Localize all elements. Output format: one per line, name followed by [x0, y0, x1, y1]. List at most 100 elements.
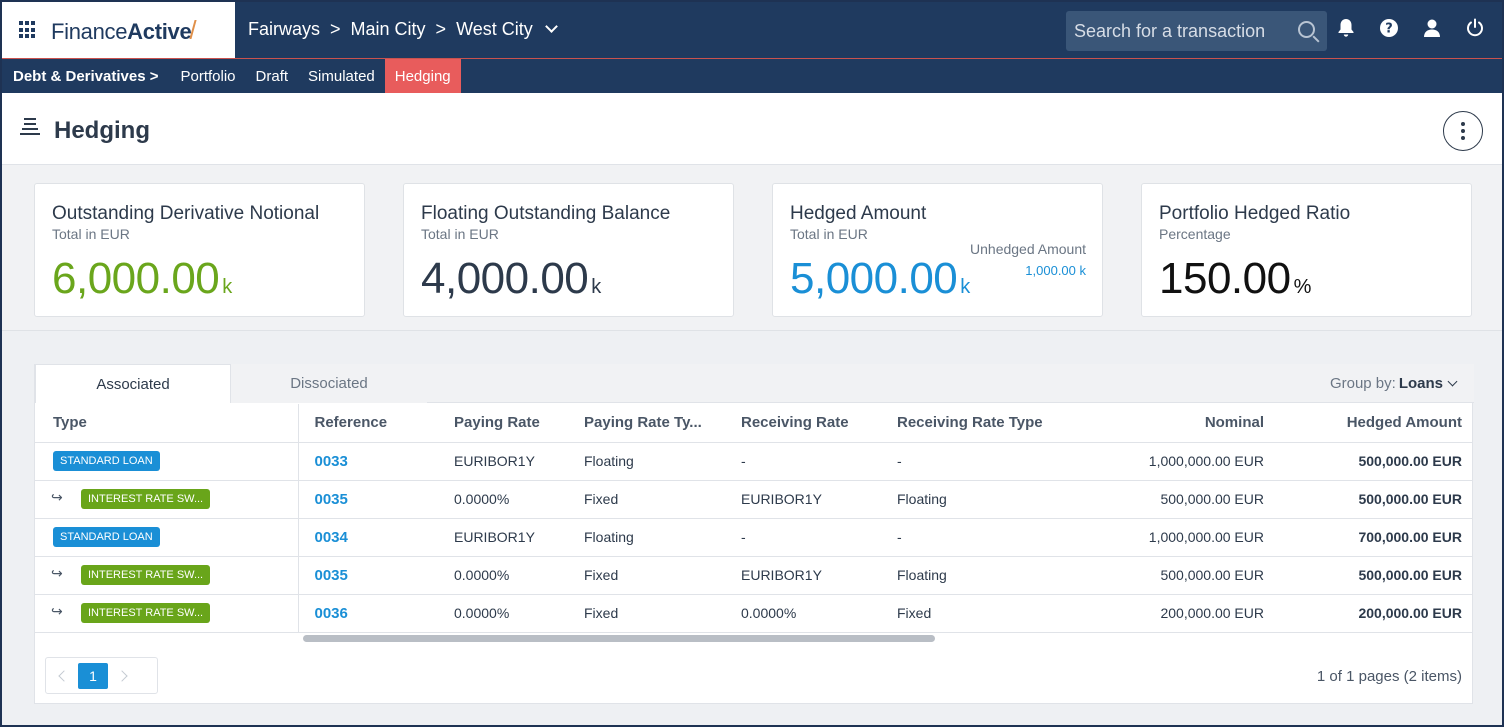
table-cell: -: [741, 518, 897, 557]
group-by-select[interactable]: Group by: Loans: [1330, 375, 1458, 392]
kpi-subtitle: Total in EUR: [421, 226, 499, 242]
kpi-subtitle: Total in EUR: [52, 226, 130, 242]
top-bar: FinanceActive/ Fairways > Main City > We…: [2, 2, 1502, 58]
table-cell: 0.0000%: [454, 594, 584, 633]
tab-simulated[interactable]: Simulated: [308, 68, 375, 85]
table-cell: 1,000,000.00 EUR: [1082, 442, 1274, 481]
breadcrumb-item-main-city[interactable]: Main City: [350, 19, 426, 39]
kpi-subtitle: Total in EUR: [790, 226, 868, 242]
table-cell: -: [897, 518, 1082, 557]
table-cell: Fixed: [584, 480, 741, 519]
reference-link[interactable]: 0033: [314, 452, 348, 470]
table-cell: Fixed: [584, 556, 741, 595]
column-header[interactable]: Paying Rate: [454, 404, 584, 443]
table-cell: 500,000.00 EUR: [1274, 480, 1472, 519]
table-cell: EURIBOR1Y: [741, 480, 897, 519]
child-arrow-icon: ↪: [51, 489, 63, 505]
chevron-down-icon[interactable]: [544, 20, 558, 33]
table-cell: -: [741, 442, 897, 481]
table-row[interactable]: ↪ INTEREST RATE SW... 0035 0.0000% Fixed …: [35, 480, 1472, 519]
kpi-value: 6,000.00 k: [52, 254, 232, 303]
kpi-title: Floating Outstanding Balance: [421, 203, 671, 224]
child-arrow-icon: ↪: [51, 565, 63, 581]
reference-link[interactable]: 0036: [314, 604, 348, 622]
table-cell: EURIBOR1Y: [454, 518, 584, 557]
table-cell: -: [897, 442, 1082, 481]
table-cell: 1,000,000.00 EUR: [1082, 518, 1274, 557]
pagination: 1: [45, 657, 158, 694]
type-badge: INTEREST RATE SW...: [81, 489, 211, 509]
table-cell: Fixed: [584, 594, 741, 633]
kpi-value: 150.00%: [1159, 254, 1311, 303]
column-header[interactable]: Reference: [298, 404, 454, 443]
kpi-title: Portfolio Hedged Ratio: [1159, 203, 1351, 224]
table-cell: EURIBOR1Y: [741, 556, 897, 595]
type-badge: INTEREST RATE SW...: [81, 603, 211, 623]
column-header[interactable]: Receiving Rate Type: [897, 404, 1082, 443]
breadcrumb-item-fairways[interactable]: Fairways: [248, 19, 321, 39]
kpi-card-floating-balance: Floating Outstanding Balance Total in EU…: [403, 183, 734, 317]
tab-associated[interactable]: Associated: [35, 364, 231, 403]
horizontal-scrollbar[interactable]: [303, 635, 935, 642]
table-cell: 500,000.00 EUR: [1082, 556, 1274, 595]
more-options-icon[interactable]: [1443, 111, 1483, 151]
kpi-card-hedged-amount: Hedged Amount Total in EUR Unhedged Amou…: [772, 183, 1103, 317]
kpi-title: Outstanding Derivative Notional: [52, 203, 320, 224]
table-cell: 500,000.00 EUR: [1274, 556, 1472, 595]
table-row[interactable]: ↪ INTEREST RATE SW... 0035 0.0000% Fixed …: [35, 556, 1472, 595]
kpi-value: 5,000.00 k: [790, 254, 970, 303]
previous-page-icon[interactable]: [58, 669, 70, 682]
tab-dissociated[interactable]: Dissociated: [231, 364, 427, 403]
reference-link[interactable]: 0035: [314, 490, 348, 508]
type-badge: STANDARD LOAN: [53, 527, 160, 547]
reference-link[interactable]: 0034: [314, 528, 348, 546]
help-icon[interactable]: ?: [1379, 16, 1399, 40]
table-cell: Floating: [584, 518, 741, 557]
module-root-link[interactable]: Debt & Derivatives >: [13, 68, 159, 85]
kpi-value: 4,000.00 k: [421, 254, 601, 303]
search-icon[interactable]: [1298, 21, 1315, 38]
kpi-card-hedged-ratio: Portfolio Hedged Ratio Percentage 150.00…: [1141, 183, 1472, 317]
table-cell: 700,000.00 EUR: [1274, 518, 1472, 557]
table-header-row: Type Reference Paying Rate Paying Rate T…: [35, 404, 1472, 443]
page-button-current[interactable]: 1: [78, 662, 108, 689]
hedging-table-panel: Associated Dissociated Group by: Loans Ty…: [34, 364, 1474, 704]
next-page-icon[interactable]: [116, 669, 128, 682]
hedging-table: Type Reference Paying Rate Paying Rate T…: [35, 404, 1472, 633]
bell-icon[interactable]: [1336, 16, 1356, 40]
table-cell: 0.0000%: [454, 480, 584, 519]
reference-link[interactable]: 0035: [314, 566, 348, 584]
breadcrumb-item-west-city[interactable]: West City: [456, 19, 533, 39]
user-icon[interactable]: [1422, 16, 1442, 40]
pagination-info: 1 of 1 pages (2 items): [1316, 668, 1462, 685]
breadcrumb: Fairways > Main City > West City: [248, 19, 558, 40]
column-header[interactable]: Nominal: [1082, 404, 1274, 443]
power-icon[interactable]: [1465, 16, 1485, 40]
svg-text:?: ?: [1385, 22, 1393, 37]
table-row[interactable]: ↪ INTEREST RATE SW... 0036 0.0000% Fixed …: [35, 594, 1472, 633]
column-header[interactable]: Paying Rate Ty...: [584, 404, 741, 443]
app-switcher: FinanceActive/: [2, 2, 235, 58]
apps-grid-icon[interactable]: [19, 21, 37, 39]
module-nav: Debt & Derivatives > Portfolio Draft Sim…: [2, 58, 1502, 93]
table-cell: Floating: [897, 556, 1082, 595]
table-cell: 200,000.00 EUR: [1274, 594, 1472, 633]
column-header[interactable]: Type: [35, 404, 299, 443]
kpi-section: Outstanding Derivative Notional Total in…: [2, 165, 1502, 331]
column-header[interactable]: Receiving Rate: [741, 404, 897, 443]
table-row[interactable]: STANDARD LOAN 0033 EURIBOR1Y Floating - …: [35, 442, 1472, 481]
tab-draft[interactable]: Draft: [255, 68, 289, 85]
kpi-card-derivative-notional: Outstanding Derivative Notional Total in…: [34, 183, 365, 317]
page-title: Hedging: [54, 117, 150, 144]
table-cell: 500,000.00 EUR: [1274, 442, 1472, 481]
column-header[interactable]: Hedged Amount: [1274, 404, 1472, 443]
financeactive-logo[interactable]: FinanceActive/: [51, 14, 197, 45]
table-row[interactable]: STANDARD LOAN 0034 EURIBOR1Y Floating - …: [35, 518, 1472, 557]
tab-hedging[interactable]: Hedging: [384, 59, 461, 93]
search-input[interactable]: [1074, 20, 1284, 42]
breadcrumb-separator: >: [330, 19, 341, 39]
tab-portfolio[interactable]: Portfolio: [180, 68, 236, 85]
unhedged-amount-value: 1,000.00 k: [1025, 263, 1086, 278]
chevron-down-icon: [1447, 376, 1458, 387]
association-tabs: Associated Dissociated: [35, 364, 1474, 404]
